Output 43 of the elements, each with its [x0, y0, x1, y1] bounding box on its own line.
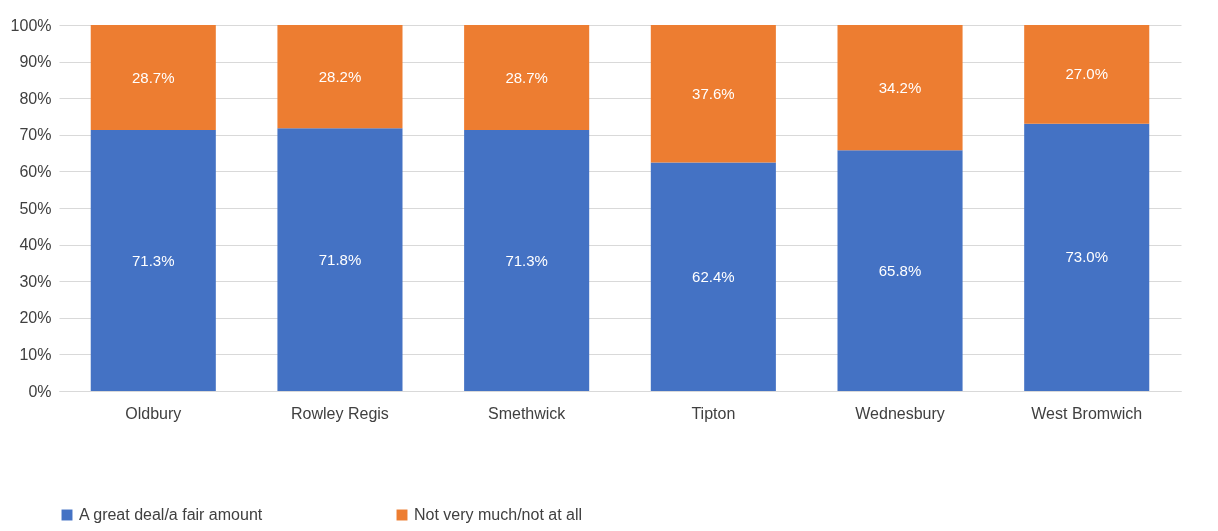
- bar: [837, 25, 963, 151]
- bar: [90, 25, 216, 131]
- y-tick-label: 70%: [19, 126, 52, 144]
- data-label: 28.2%: [318, 67, 362, 85]
- data-label: 73.0%: [1065, 248, 1108, 266]
- data-label: 71.8%: [318, 250, 362, 268]
- x-tick-label: Wednesbury: [855, 404, 945, 422]
- data-label: 34.2%: [878, 78, 922, 96]
- data-label: 37.6%: [692, 84, 735, 102]
- x-tick-label: Smethwick: [487, 404, 567, 422]
- data-label: 27.0%: [1065, 65, 1108, 83]
- bar: [277, 25, 403, 129]
- data-label: 65.8%: [878, 261, 922, 279]
- bar: [464, 25, 590, 131]
- bar: [464, 130, 590, 391]
- y-tick-label: 50%: [19, 199, 52, 217]
- y-tick-label: 90%: [19, 53, 52, 71]
- y-tick-label: 10%: [19, 345, 52, 363]
- x-tick-label: West Bromwich: [1031, 404, 1143, 422]
- x-tick-label: Rowley Regis: [291, 404, 389, 422]
- data-label: 28.7%: [132, 68, 175, 86]
- y-tick-label: 80%: [19, 89, 52, 107]
- bar: [650, 162, 776, 391]
- y-tick-label: 100%: [10, 16, 52, 34]
- y-tick-label: 0%: [28, 382, 52, 400]
- data-label: 71.3%: [132, 251, 175, 269]
- data-label: 71.3%: [505, 251, 548, 269]
- bar: [1024, 25, 1150, 124]
- legend-label: Not very much/not at all: [414, 506, 583, 523]
- y-tick-label: 20%: [19, 309, 52, 327]
- x-tick-label: Tipton: [691, 404, 736, 422]
- y-tick-label: 60%: [19, 162, 52, 180]
- data-label: 28.7%: [505, 68, 548, 86]
- bar: [90, 130, 216, 391]
- bar: [837, 150, 963, 391]
- legend-label: A great deal/a fair amount: [79, 506, 263, 523]
- x-tick-label: Oldbury: [125, 404, 182, 422]
- bar: [277, 128, 403, 391]
- y-tick-label: 40%: [19, 236, 52, 254]
- bar: [1024, 123, 1150, 391]
- bar: [650, 25, 776, 163]
- y-tick-label: 30%: [19, 272, 52, 290]
- data-label: 62.4%: [692, 267, 735, 285]
